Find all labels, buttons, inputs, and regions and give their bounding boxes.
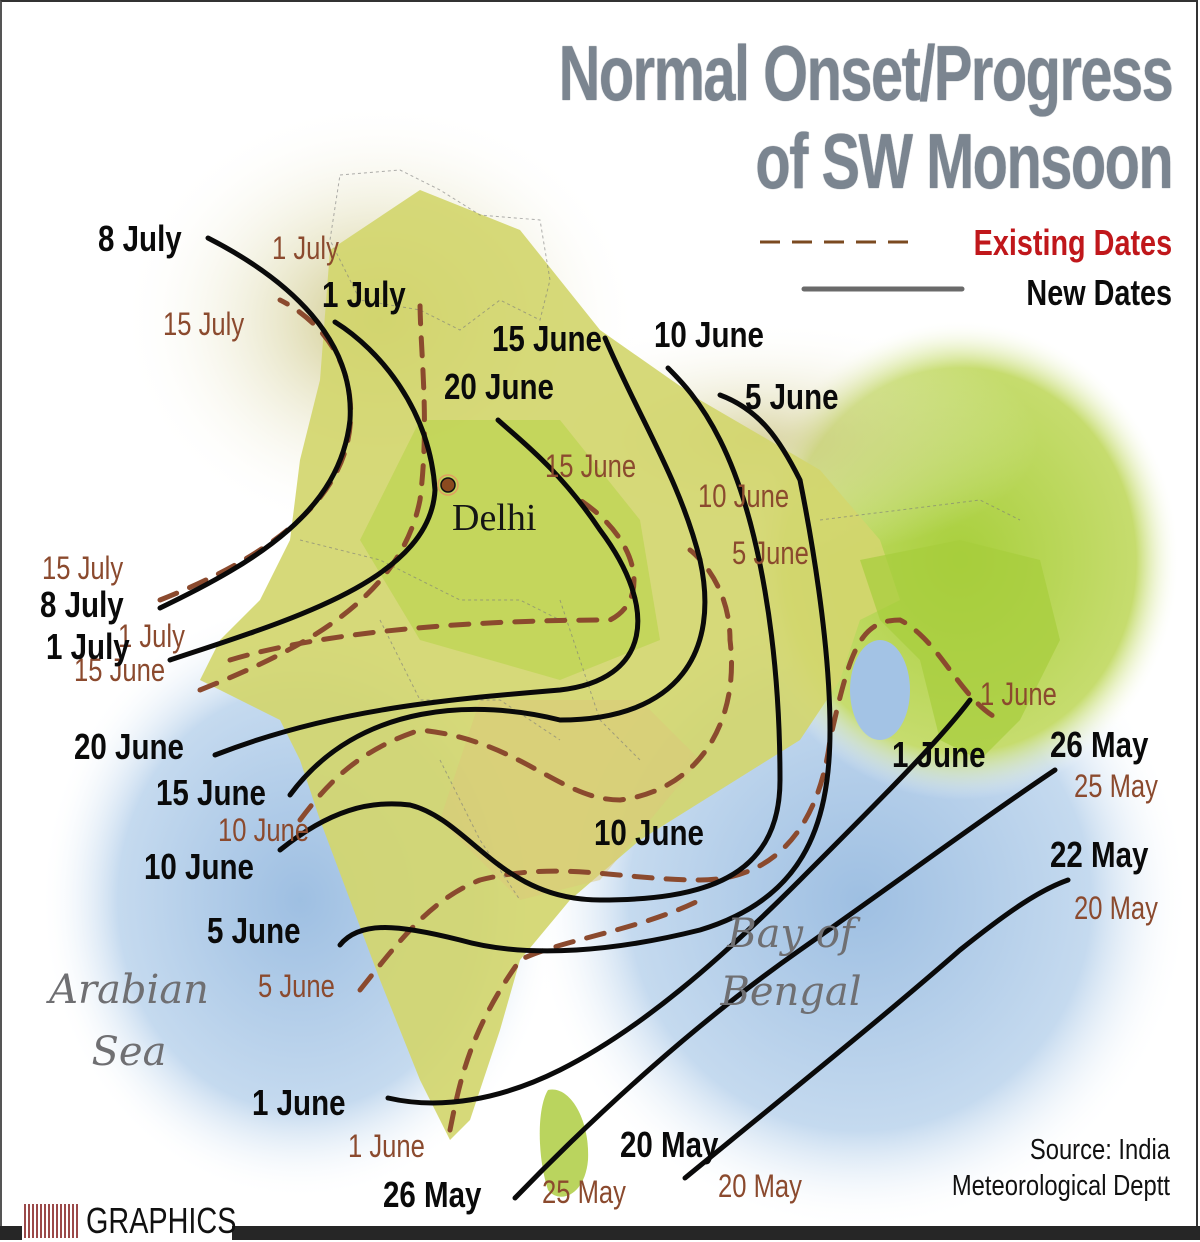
new-date-label: 20 June [444,366,554,407]
legend-new-label: New Dates [1026,272,1172,313]
city-label-delhi: Delhi [452,497,537,539]
new-date-label: 26 May [383,1174,482,1215]
new-date-lines [157,235,1071,1201]
existing-line-5june [357,617,1003,993]
new-date-label: 22 May [1050,834,1149,875]
new-date-label: 8 July [98,218,182,259]
existing-label: 10 June [218,812,310,848]
new-line-8july [157,235,353,611]
existing-label: 5 June [732,535,809,571]
existing-line-15june [227,497,637,663]
existing-label: 15 June [74,652,166,688]
new-date-label: 10 June [594,812,704,853]
new-line-5june [337,392,833,954]
existing-label: 25 May [542,1174,626,1210]
pti-graphics-label: GRAPHICS [86,1200,237,1241]
arabian-sea-line2: Sea [91,1029,167,1075]
new-date-label: 20 May [620,1124,719,1165]
state-boundaries [299,169,1021,901]
existing-label: 20 May [1074,890,1158,926]
existing-label: 10 June [698,478,790,514]
new-date-label: 5 June [207,910,301,951]
new-date-label: 10 June [654,314,764,355]
new-line-15june [287,335,708,798]
new-date-label: 1 June [252,1082,346,1123]
source-line2: Meteorological Deptt [951,1170,1170,1202]
existing-label: 1 July [118,618,185,654]
bottom-bar-left [0,1226,22,1240]
new-date-label: 10 June [144,846,254,887]
existing-line-10june [297,547,734,823]
bay-of-bengal-line2: Bengal [720,969,862,1015]
existing-label: 15 July [42,550,124,586]
legend-solid-line-icon [801,286,965,292]
pti-logo-icon [24,1204,80,1238]
existing-label: 1 July [272,230,339,266]
title-line-1: Normal Onset/Progress [558,29,1173,117]
arabian-sea-line1: Arabian [49,967,209,1013]
source-credit: Source: India Meteorological Deptt [952,1132,1170,1204]
existing-label: 1 June [348,1128,425,1164]
existing-label: 1 June [980,676,1057,712]
new-date-label: 20 June [74,726,184,767]
title-line-2: of SW Monsoon [755,117,1173,205]
existing-label: 25 May [1074,768,1158,804]
new-date-label: 26 May [1050,724,1149,765]
existing-label: 20 May [718,1168,802,1204]
existing-label: 5 June [258,968,335,1004]
pti-credit: GRAPHICS [24,1200,274,1242]
new-date-label: 1 June [892,734,986,775]
bay-of-bengal-label: Bay of Bengal [706,912,876,1014]
source-line1: Source: India [1029,1134,1170,1166]
new-line-26may [512,767,1058,1201]
sri-lanka [539,1089,589,1197]
new-date-label: 5 June [745,376,839,417]
bottom-bar [232,1226,1200,1240]
existing-label: 15 July [163,306,245,342]
new-date-label: 8 July [40,584,124,625]
legend-dashed-line-icon [760,240,910,244]
delhi-marker-icon [440,477,456,493]
new-line-20june [212,417,641,758]
arabian-sea-label: Arabian Sea [34,968,224,1074]
bay-of-bengal-line1: Bay of [727,911,855,957]
new-line-1june [385,697,973,1106]
new-date-label: 15 June [156,772,266,813]
new-line-22may [682,877,1071,1181]
existing-line-1july [197,297,427,693]
legend-existing-label: Existing Dates [973,222,1172,263]
existing-line-1june [447,897,703,1133]
new-line-1july [167,319,438,663]
new-date-label: 1 July [322,274,406,315]
existing-label: 15 June [545,448,637,484]
new-date-label: 15 June [492,318,602,359]
new-line-10june [277,365,783,903]
new-date-label: 1 July [46,626,130,667]
